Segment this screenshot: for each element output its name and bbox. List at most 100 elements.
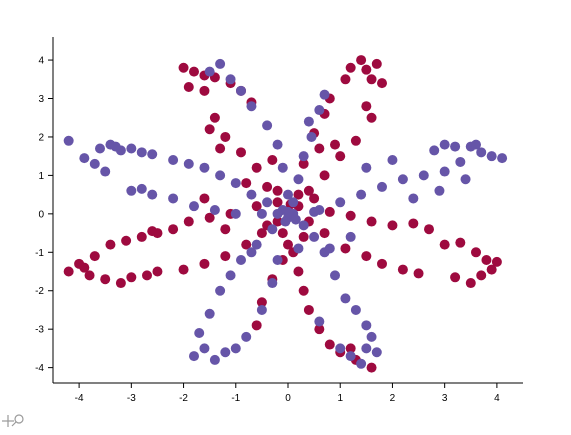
axes: -4 -3 -2 -1 0 1 2 3 4 4 3 2 1 0 -1 -2 -3 -4 — [35, 37, 523, 404]
scatter-point — [246, 101, 257, 112]
scatter-point — [345, 351, 356, 362]
x-tick-label: -4 — [75, 393, 84, 404]
scatter-point — [256, 208, 267, 219]
scatter-point — [152, 266, 163, 277]
scatter-point — [230, 208, 241, 219]
toolbar[interactable] — [2, 412, 28, 430]
scatter-point — [256, 228, 267, 239]
scatter-point — [256, 297, 267, 308]
scatter-point — [220, 347, 231, 358]
scatter-point — [283, 239, 293, 250]
scatter-point — [319, 170, 330, 181]
scatter-point — [314, 324, 325, 335]
scatter-point — [303, 304, 314, 315]
scatter-point — [345, 343, 356, 354]
scatter-point — [371, 58, 382, 69]
scatter-point — [330, 270, 340, 281]
scatter-point — [387, 220, 398, 231]
scatter-point — [450, 272, 461, 283]
scatter-point — [199, 85, 210, 96]
scatter-point — [366, 112, 377, 123]
scatter-point — [209, 354, 220, 365]
scatter-point — [303, 185, 314, 196]
scatter-point — [439, 239, 450, 250]
scatter-point — [418, 170, 429, 181]
scatter-point — [204, 66, 215, 77]
scatter-point — [147, 189, 158, 200]
scatter-point — [183, 158, 194, 169]
scatter-point — [194, 328, 205, 339]
scatter-point — [262, 120, 273, 131]
scatter-point — [246, 247, 257, 258]
scatter-point — [491, 256, 502, 267]
scatter-point — [293, 243, 304, 254]
scatter-point — [486, 151, 497, 162]
x-tick-label: 4 — [494, 393, 500, 404]
scatter-point — [215, 143, 226, 154]
scatter-point — [267, 224, 278, 235]
y-tick-label: -1 — [35, 248, 44, 259]
scatter-point — [371, 347, 382, 358]
scatter-point — [256, 304, 267, 315]
scatter-point — [356, 55, 367, 66]
scatter-point — [465, 278, 476, 289]
y-tick-label: 0 — [38, 209, 44, 220]
scatter-point — [230, 178, 241, 189]
scatter-point — [345, 231, 356, 242]
scatter-point — [204, 212, 215, 223]
scatter-point — [246, 189, 257, 200]
scatter-point — [293, 266, 304, 277]
scatter-point — [314, 143, 325, 154]
scatter-point — [298, 231, 309, 242]
y-tick-label: -3 — [35, 325, 44, 336]
scatter-point — [309, 193, 320, 204]
scatter-point — [178, 62, 189, 73]
series-layer — [63, 55, 508, 373]
scatter-point — [121, 235, 132, 246]
scatter-point — [471, 139, 481, 150]
scatter-point — [361, 320, 372, 331]
scatter-point — [142, 270, 152, 281]
scatter-point — [408, 218, 419, 229]
scatter-point — [95, 143, 105, 154]
scatter-point — [110, 141, 121, 152]
scatter-point — [280, 216, 291, 227]
scatter-point — [377, 78, 387, 89]
scatter-point — [225, 74, 236, 85]
x-tick-label: 2 — [390, 393, 396, 404]
scatter-point — [236, 147, 246, 158]
scatter-point — [241, 178, 252, 189]
scatter-point — [251, 162, 262, 173]
scatter-point — [225, 270, 236, 281]
scatter-point — [63, 135, 74, 146]
scatter-point — [324, 243, 335, 254]
x-tick-label: 1 — [337, 393, 343, 404]
scatter-point — [272, 197, 283, 208]
scatter-point — [476, 270, 487, 281]
y-tick-label: -4 — [35, 363, 44, 374]
scatter-point — [324, 339, 335, 350]
pan-zoom-icon[interactable] — [2, 412, 28, 430]
scatter-point — [272, 139, 283, 150]
scatter-point — [220, 131, 231, 142]
scatter-point — [199, 162, 210, 173]
scatter-point — [497, 153, 508, 164]
scatter-point — [136, 147, 147, 158]
scatter-point — [345, 210, 356, 221]
scatter-point — [147, 226, 158, 237]
scatter-point — [262, 197, 273, 208]
scatter-point — [335, 343, 346, 354]
scatter-point — [361, 162, 372, 173]
scatter-point — [220, 251, 231, 262]
scatter-point — [330, 139, 340, 150]
x-tick-label: 3 — [442, 393, 448, 404]
scatter-point — [309, 206, 320, 217]
scatter-point — [89, 251, 100, 262]
scatter-point — [79, 153, 90, 164]
scatter-point — [189, 201, 199, 212]
scatter-point — [204, 308, 215, 319]
scatter-point — [424, 224, 434, 235]
scatter-point — [126, 272, 137, 283]
scatter-point — [356, 189, 367, 200]
scatter-point — [290, 214, 301, 225]
